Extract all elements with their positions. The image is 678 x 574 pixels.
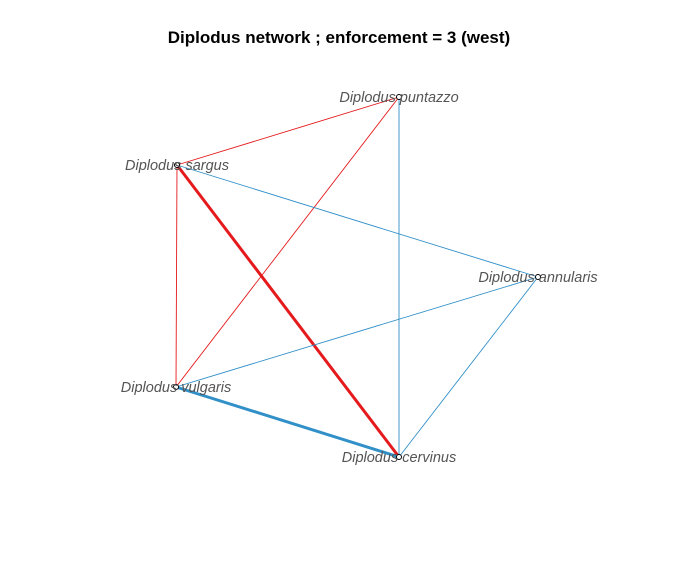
label-layer: Diplodus puntazzo Diplodus sargus Diplodus…: [121, 90, 598, 466]
node-label-puntazzo: Diplodus puntazzo: [339, 90, 458, 106]
plot-title: Diplodus network ; enforcement = 3 (west…: [167, 28, 511, 47]
node-label-annularis: Diplodus annularis: [478, 270, 597, 286]
edge-sargus-puntazzo: [176, 96, 400, 166]
edge-sargus-vulgaris: [175, 164, 178, 388]
edge-annularis-cervinus: [398, 276, 539, 458]
node-sargus: [174, 162, 180, 168]
node-label-cervinus: Diplodus cervinus: [342, 450, 456, 466]
edge-annularis-vulgaris: [175, 276, 539, 388]
node-vulgaris: [173, 384, 179, 390]
edge-layer: [175, 96, 539, 459]
edge-sargus-cervinus: [175, 164, 401, 458]
node-cervinus: [396, 454, 402, 460]
node-label-sargus: Diplodus sargus: [125, 158, 229, 174]
node-layer: [173, 94, 541, 460]
node-puntazzo: [396, 94, 402, 100]
edge-puntazzo-vulgaris: [175, 96, 400, 388]
edge-vulgaris-cervinus: [175, 385, 400, 459]
edge-sargus-annularis: [176, 164, 539, 278]
node-annularis: [535, 274, 541, 280]
node-label-vulgaris: Diplodus vulgaris: [121, 380, 231, 396]
